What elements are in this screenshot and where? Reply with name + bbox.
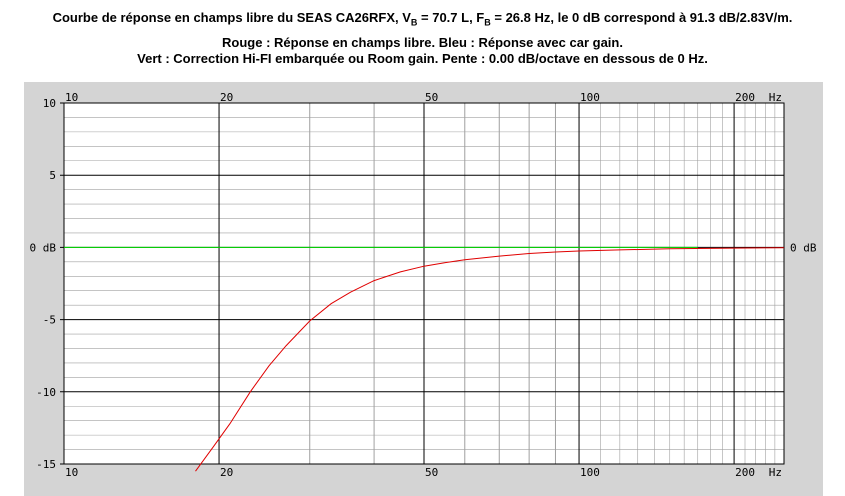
series-line-0 — [195, 247, 784, 472]
chart-title-line1: Courbe de réponse en champs libre du SEA… — [52, 10, 793, 28]
x-tick-label-bottom: 50 — [425, 466, 438, 479]
x-tick-label-top: 20 — [220, 91, 233, 104]
x-tick-label-bottom: 10 — [65, 466, 78, 479]
y-tick-label: 0 dB — [30, 241, 57, 254]
x-tick-label-bottom: 200 — [735, 466, 755, 479]
axis-labels: 10 10 20 20 50 50 100 100 200 200 Hz Hz 10 5 0 dB -5 -10… — [30, 91, 817, 479]
y-tick-label: -10 — [36, 386, 56, 399]
x-tick-label-top: 50 — [425, 91, 438, 104]
chart-title-line3: Vert : Correction Hi-FI embarquée ou Roo… — [137, 51, 708, 66]
y-tick-label: 10 — [43, 97, 56, 110]
plot-border — [63, 102, 785, 465]
x-unit-label-bottom: Hz — [769, 466, 782, 479]
x-tick-label-bottom: 100 — [580, 466, 600, 479]
y-tick-label: -15 — [36, 458, 56, 471]
response-chart: 10 10 20 20 50 50 100 100 200 200 Hz Hz 10 5 0 dB -5 -10… — [24, 82, 823, 496]
x-tick-label-top: 10 — [65, 91, 78, 104]
x-tick-label-bottom: 20 — [220, 466, 233, 479]
x-tick-label-top: 200 — [735, 91, 755, 104]
y-tick-label: 5 — [49, 169, 56, 182]
x-unit-label-top: Hz — [769, 91, 782, 104]
x-tick-label-top: 100 — [580, 91, 600, 104]
y-right-label: 0 dB — [790, 241, 817, 254]
y-tick-label: -5 — [43, 314, 56, 327]
series-layer — [64, 246, 784, 472]
chart-title-line2: Rouge : Réponse en champs libre. Bleu : … — [222, 35, 623, 50]
